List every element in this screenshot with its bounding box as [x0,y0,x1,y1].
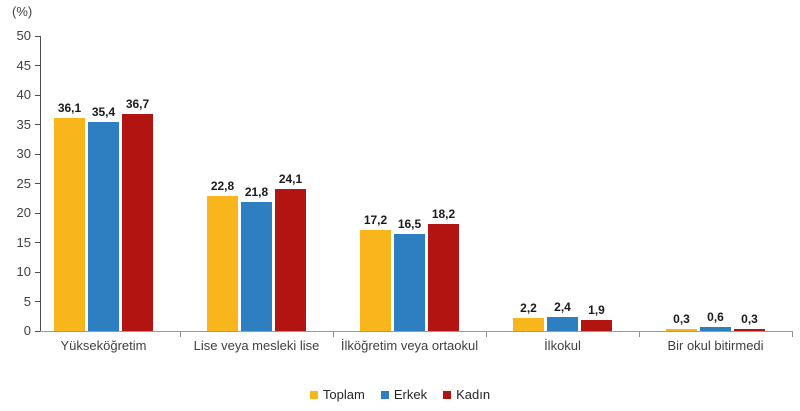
category-label: Lise veya mesleki lise [193,338,320,353]
bar-erkek: 0,6 [700,310,731,331]
bar-kadın: 36,7 [122,97,153,331]
legend-item-erkek: Erkek [380,387,428,402]
bar-erkek: 21,8 [241,185,272,331]
category-label: Bir okul bitirmedi [667,338,764,353]
bar-value-label: 2,4 [554,300,571,314]
y-tick-label: 45 [16,57,31,73]
x-axis [40,331,793,332]
y-tick-label: 5 [23,293,31,309]
bar-value-label: 36,1 [57,101,82,115]
bar-value-label: 22,8 [210,179,235,193]
y-tick [35,94,40,96]
legend-swatch [380,390,389,399]
bar-group: 17,2 16,5 18,2 [333,207,486,331]
y-tick-label: 25 [16,175,31,191]
bar-erkek: 16,5 [394,217,425,331]
legend-label: Toplam [322,387,365,402]
y-tick-label: 15 [16,234,31,250]
bar-kadın: 0,3 [734,312,765,331]
x-tick [333,332,334,337]
bar-value-label: 2,2 [520,301,537,315]
bar-value-label: 1,9 [588,303,605,317]
y-tick-label: 10 [16,264,31,279]
bar-group: 22,8 21,8 24,1 [180,172,333,331]
bar-value-label: 21,8 [244,185,269,199]
bar-value-label: 0,6 [707,310,724,324]
y-tick-label: 20 [16,205,31,220]
category-label: Yükseköğretim [60,338,147,353]
bar-value-label: 0,3 [741,312,758,326]
y-tick [35,124,40,125]
y-tick-label: 40 [16,87,31,102]
bar-value-label: 24,1 [278,172,303,186]
y-tick-label: 30 [16,146,31,161]
x-tick [792,332,793,337]
y-tick [35,153,40,155]
bar-value-label: 0,3 [673,312,690,326]
y-tick [35,65,40,66]
y-tick-label: 35 [16,116,31,132]
bar-kadın: 18,2 [428,207,459,331]
bar-kadın: 24,1 [275,172,306,331]
bar-kadın: 1,9 [581,303,612,331]
legend-item-toplam: Toplam [309,387,365,402]
x-tick [639,332,640,337]
bar-toplam: 17,2 [360,213,391,331]
bar-group: 0,3 0,6 0,3 [639,310,792,331]
y-tick-label: 0 [23,323,31,338]
bar-toplam: 22,8 [207,179,238,331]
y-tick [35,301,40,302]
y-tick [35,271,40,273]
y-tick [35,212,40,214]
x-tick [180,332,181,337]
bar-value-label: 18,2 [431,207,456,221]
bar-value-label: 17,2 [363,213,388,227]
bar-group: 2,2 2,4 1,9 [486,300,639,331]
legend-label: Kadın [456,387,491,402]
y-tick [35,242,40,243]
y-tick [35,183,40,184]
bar-toplam: 0,3 [666,312,697,331]
bar-erkek: 2,4 [547,300,578,331]
bar-erkek: 35,4 [88,105,119,331]
bar-value-label: 35,4 [91,105,116,119]
legend: Toplam Erkek Kadın [0,387,800,402]
legend-swatch [309,390,318,399]
y-tick [35,330,40,332]
legend-label: Erkek [393,387,428,402]
bar-group: 36,1 35,4 36,7 [27,97,180,331]
y-tick-label: 50 [16,28,31,43]
category-label: İlköğretim veya ortaokul [340,338,479,353]
legend-swatch [443,390,452,399]
bar-value-label: 36,7 [125,97,150,111]
x-tick [486,332,487,337]
y-axis-unit-label: (%) [12,4,33,19]
category-label: İlkokul [544,338,581,353]
bar-toplam: 2,2 [513,301,544,331]
y-axis [40,36,41,331]
bar-toplam: 36,1 [54,101,85,331]
bar-value-label: 16,5 [397,217,422,231]
legend-item-kadın: Kadın [443,387,490,402]
y-tick [35,35,40,37]
